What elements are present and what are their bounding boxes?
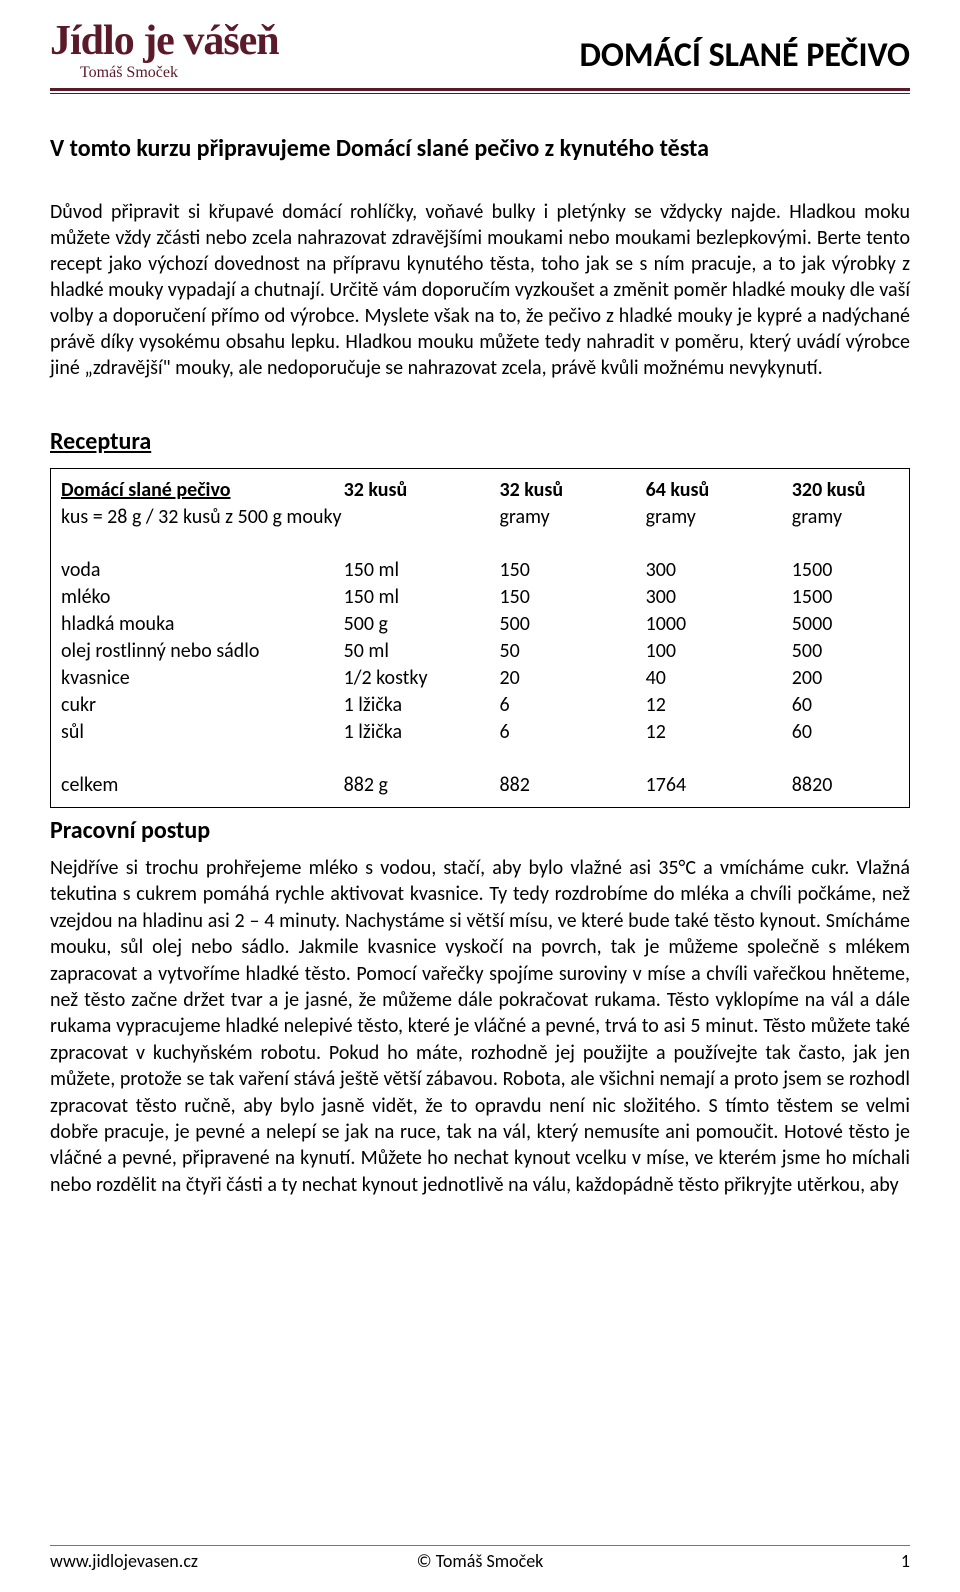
ingredient-name: mléko (61, 584, 344, 611)
intro-paragraph: Důvod připravit si křupavé domácí rohlíč… (50, 199, 910, 381)
intro-heading: V tomto kurzu připravujeme Domácí slané … (50, 134, 910, 163)
logo: Jídlo je vášeň Tomáš Smoček (50, 20, 279, 82)
ingredient-name: hladká mouka (61, 611, 344, 638)
cell: 6 (499, 692, 645, 719)
logo-text: Jídlo je vášeň (50, 20, 279, 62)
cell: 882 g (344, 772, 500, 799)
table-row: hladká mouka 500 g 500 1000 5000 (61, 611, 899, 638)
spacer (61, 746, 899, 772)
cell: 150 ml (344, 584, 500, 611)
ingredient-name: olej rostlinný nebo sádlo (61, 638, 344, 665)
cell: 50 ml (344, 638, 500, 665)
cell: 500 g (344, 611, 500, 638)
cell: 200 (792, 665, 899, 692)
cell: 20 (499, 665, 645, 692)
ingredient-name: sůl (61, 719, 344, 746)
section-heading-receptura: Receptura (50, 427, 910, 456)
cell: 150 (499, 557, 645, 584)
total-label: celkem (61, 772, 344, 799)
col-unit-2 (344, 504, 500, 531)
cell: 60 (792, 692, 899, 719)
col-header-2: 32 kusů (344, 477, 500, 504)
cell: 150 (499, 584, 645, 611)
table-row: sůl 1 lžička 6 12 60 (61, 719, 899, 746)
recipe-subname: kus = 28 g / 32 kusů z 500 g mouky (61, 504, 344, 531)
page-title: DOMÁCÍ SLANÉ PEČIVO (580, 35, 911, 82)
cell: 40 (646, 665, 792, 692)
steps-paragraph: Nejdříve si trochu prohřejeme mléko s vo… (50, 855, 910, 1198)
section-heading-steps: Pracovní postup (50, 816, 910, 845)
recipe-name: Domácí slané pečivo (61, 477, 344, 504)
cell: 5000 (792, 611, 899, 638)
col-header-4: 64 kusů (646, 477, 792, 504)
cell: 500 (499, 611, 645, 638)
page-header: Jídlo je vášeň Tomáš Smoček DOMÁCÍ SLANÉ… (50, 20, 910, 82)
cell: 300 (646, 557, 792, 584)
ingredient-name: kvasnice (61, 665, 344, 692)
cell: 500 (792, 638, 899, 665)
table-row: olej rostlinný nebo sádlo 50 ml 50 100 5… (61, 638, 899, 665)
cell: 1500 (792, 584, 899, 611)
col-unit-3: gramy (499, 504, 645, 531)
recipe-subheader-row: kus = 28 g / 32 kusů z 500 g mouky gramy… (61, 504, 899, 531)
ingredient-name: voda (61, 557, 344, 584)
cell: 1000 (646, 611, 792, 638)
cell: 6 (499, 719, 645, 746)
table-row: voda 150 ml 150 300 1500 (61, 557, 899, 584)
col-header-3: 32 kusů (499, 477, 645, 504)
col-unit-4: gramy (646, 504, 792, 531)
page-footer: www.jidlojevasen.cz © Tomáš Smoček 1 (50, 1545, 910, 1572)
cell: 12 (646, 692, 792, 719)
cell: 1764 (646, 772, 792, 799)
table-row: mléko 150 ml 150 300 1500 (61, 584, 899, 611)
cell: 50 (499, 638, 645, 665)
footer-url: www.jidlojevasen.cz (50, 1550, 198, 1572)
col-unit-5: gramy (792, 504, 899, 531)
logo-signature: Tomáš Smoček (50, 64, 279, 82)
page-number: 1 (901, 1550, 910, 1572)
header-rule (50, 88, 910, 94)
cell: 1500 (792, 557, 899, 584)
cell: 1 lžička (344, 719, 500, 746)
recipe-table: Domácí slané pečivo 32 kusů 32 kusů 64 k… (50, 468, 910, 808)
cell: 60 (792, 719, 899, 746)
spacer (61, 531, 899, 557)
ingredient-name: cukr (61, 692, 344, 719)
cell: 300 (646, 584, 792, 611)
cell: 150 ml (344, 557, 500, 584)
col-header-5: 320 kusů (792, 477, 899, 504)
cell: 100 (646, 638, 792, 665)
cell: 12 (646, 719, 792, 746)
cell: 1 lžička (344, 692, 500, 719)
cell: 8820 (792, 772, 899, 799)
cell: 1/2 kostky (344, 665, 500, 692)
table-row: cukr 1 lžička 6 12 60 (61, 692, 899, 719)
table-row: kvasnice 1/2 kostky 20 40 200 (61, 665, 899, 692)
recipe-header-row: Domácí slané pečivo 32 kusů 32 kusů 64 k… (61, 477, 899, 504)
cell: 882 (499, 772, 645, 799)
recipe-total-row: celkem 882 g 882 1764 8820 (61, 772, 899, 799)
